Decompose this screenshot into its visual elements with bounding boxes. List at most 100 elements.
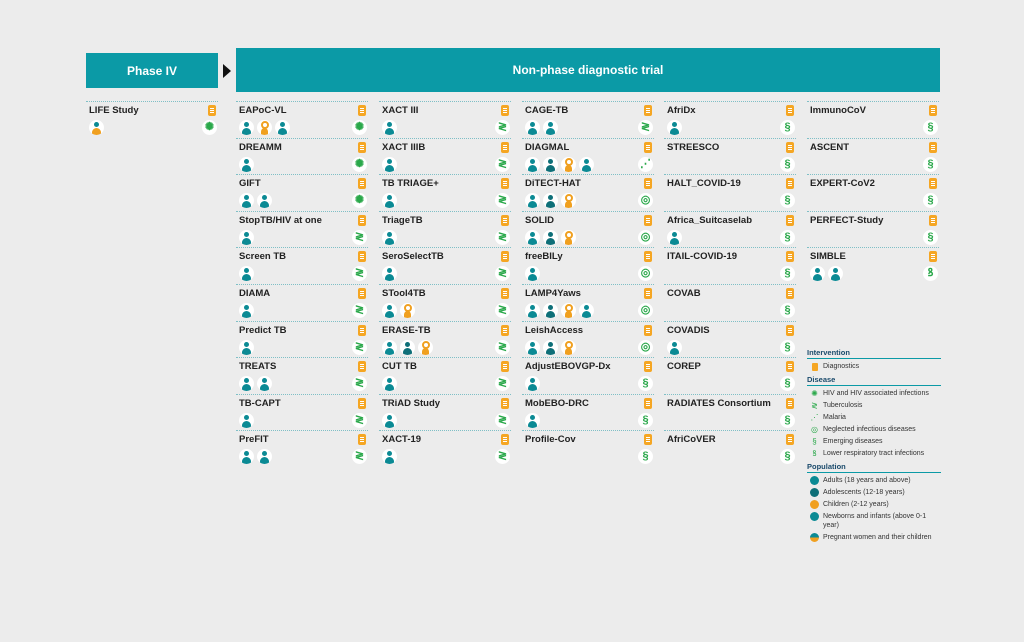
non-phase-header: Non-phase diagnostic trial (236, 48, 940, 92)
population-icons (382, 193, 397, 209)
child-population-icon (561, 302, 576, 318)
trial-name: XACT III (382, 105, 419, 116)
newborn-population-icon (810, 512, 819, 521)
population-icons (525, 266, 540, 282)
tb-disease-icon: ≷ (638, 120, 653, 135)
diagnostics-icon (786, 178, 794, 190)
trial-name: DiTECT-HAT (525, 178, 581, 190)
trial-name: DREAMM (239, 141, 282, 153)
tb-disease-icon: ≷ (495, 266, 510, 282)
child-population-icon (561, 156, 576, 172)
ntd-disease-icon: ◎ (638, 266, 653, 282)
child-population-icon (561, 229, 576, 245)
trial-row: COVAB § (664, 283, 796, 321)
tb-disease-icon: ≷ (495, 449, 510, 465)
child-population-icon (561, 193, 576, 209)
population-icons (239, 193, 272, 209)
legend-item: § Emerging diseases (810, 437, 941, 446)
child-population-icon (400, 302, 415, 318)
trial-row: StopTB/HIV at one ≷ (236, 210, 368, 248)
malaria-disease-icon: ⋰ (810, 413, 819, 422)
trial-name: CAGE-TB (525, 105, 569, 116)
trial-name: Predict TB (239, 324, 287, 336)
trial-name: LeishAccess (525, 324, 584, 336)
emerging-disease-icon: § (812, 437, 817, 446)
trial-name: SOLID (525, 214, 555, 226)
child-population-icon (561, 339, 576, 355)
adult-population-icon (257, 376, 272, 392)
trial-row: ITAIL-COVID-19 § (664, 247, 796, 284)
ntd-disease-icon: ◎ (638, 229, 653, 245)
diagnostics-icon (501, 324, 509, 336)
diagnostics-icon (644, 324, 652, 336)
tb-disease-icon: ≷ (495, 302, 510, 318)
legend-label: Neglected infectious diseases (823, 426, 916, 433)
population-icons (382, 412, 397, 428)
diagnostics-icon (786, 434, 794, 446)
trial-row: GIFT ✺ (236, 174, 368, 211)
adult-population-icon (382, 376, 397, 392)
adult-population-icon (382, 156, 397, 172)
trial-row: LeishAccess ◎ (522, 320, 654, 358)
legend-label: Pregnant women and their children (823, 534, 932, 541)
diagnostics-icon (358, 361, 366, 373)
adult-population-icon (810, 266, 825, 282)
adult-population-icon (257, 449, 272, 465)
emerging-disease-icon: § (780, 156, 795, 172)
hiv-disease-icon: ✺ (352, 193, 367, 209)
diagnostics-icon (644, 397, 652, 409)
child-population-icon (810, 500, 819, 509)
adult-population-icon (382, 229, 397, 245)
adult-population-icon (525, 193, 540, 209)
emerging-disease-icon: § (780, 412, 795, 428)
legend-population-title: Population (807, 461, 941, 473)
trial-column: XACT III ≷ XACT IIIB ≷ TB TRIAGE+ ≷ TriageTB ≷ S… (379, 101, 511, 467)
legend-item: Diagnostics (810, 362, 941, 371)
adult-population-icon (257, 193, 272, 209)
population-icons (239, 449, 272, 465)
trial-name: MobEBO-DRC (525, 397, 589, 409)
trial-row: EAPoC-VL ✺ (236, 101, 368, 138)
population-icons (239, 120, 290, 135)
adult-population-icon (525, 412, 540, 428)
emerging-disease-icon: § (923, 120, 938, 135)
adult-population-icon (382, 266, 397, 282)
lrti-disease-icon: ꝸ (923, 266, 938, 282)
diagnostics-icon (786, 361, 794, 373)
newborn-population-icon (579, 156, 594, 172)
trial-name: ITAIL-COVID-19 (667, 251, 738, 263)
diagnostics-icon (929, 141, 937, 153)
diagnostics-icon (644, 141, 652, 153)
legend-label: Emerging diseases (823, 438, 883, 445)
trial-name: XACT IIIB (382, 141, 426, 153)
ntd-disease-icon: ◎ (638, 339, 653, 355)
population-icons (667, 229, 682, 245)
diagnostics-icon (501, 434, 509, 446)
population-icons (382, 302, 415, 318)
population-icons (525, 120, 558, 135)
adult-population-icon (382, 193, 397, 209)
trial-row: XACT-19 ≷ (379, 430, 511, 467)
adult-population-icon (239, 229, 254, 245)
trial-name: DIAGMAL (525, 141, 570, 153)
trial-row: CAGE-TB ≷ (522, 101, 654, 138)
trial-name: EXPERT-CoV2 (810, 178, 875, 190)
trial-row: TRiAD Study ≷ (379, 393, 511, 431)
emerging-disease-icon: § (780, 120, 795, 135)
adult-population-icon (239, 120, 254, 135)
diagnostics-icon (358, 251, 366, 263)
population-icons (89, 120, 104, 135)
hiv-disease-icon: ✺ (352, 120, 367, 135)
tb-disease-icon: ≷ (352, 302, 367, 318)
trial-name: TREATS (239, 361, 277, 373)
population-icons (525, 302, 594, 318)
legend-item: Children (2-12 years) (810, 500, 941, 509)
adult-population-icon (828, 266, 843, 282)
hiv-disease-icon: ✺ (352, 156, 367, 172)
trial-row: ImmunoCoV § (807, 101, 939, 138)
tb-disease-icon: ≷ (352, 229, 367, 245)
trial-name: Profile-Cov (525, 434, 576, 446)
legend-label: Adults (18 years and above) (823, 477, 911, 484)
trial-row: EXPERT-CoV2 § (807, 174, 939, 211)
adult-population-icon (239, 376, 254, 392)
